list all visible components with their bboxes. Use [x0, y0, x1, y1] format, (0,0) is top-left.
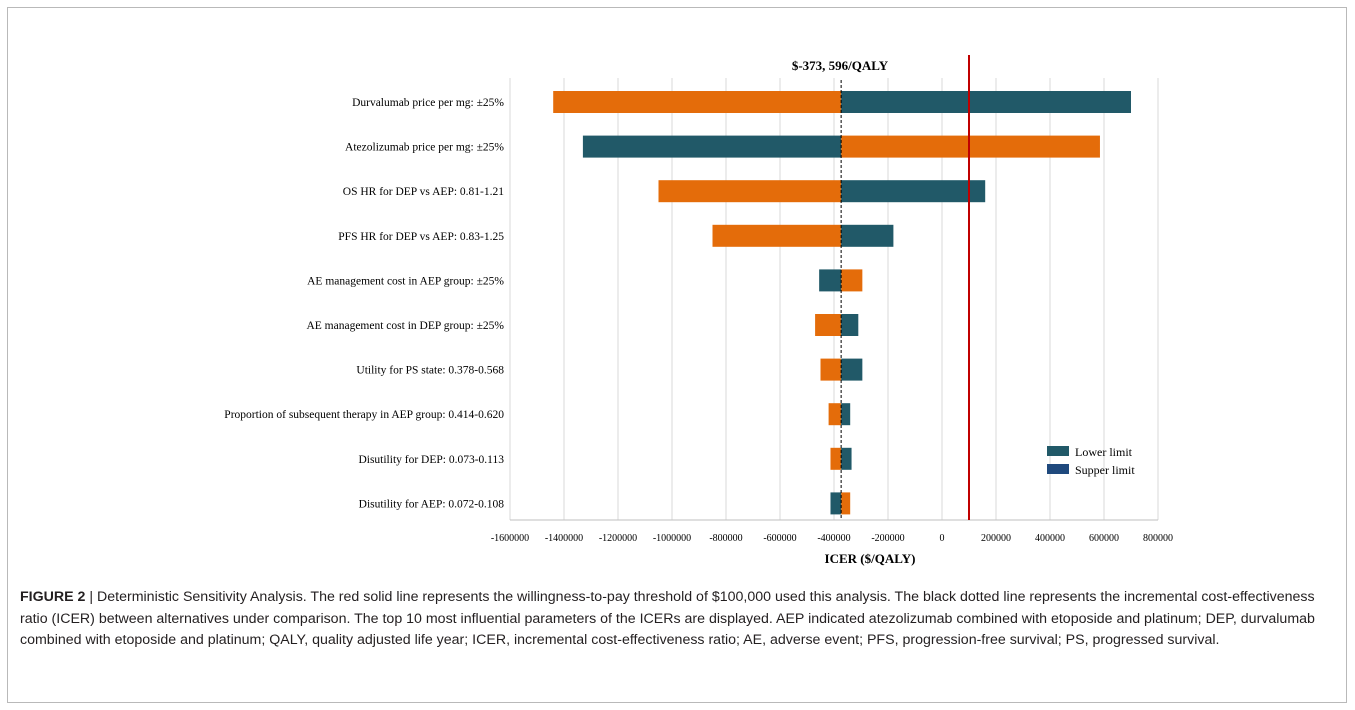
- bar-upper: [841, 269, 863, 292]
- parameter-label: AE management cost in AEP group: ±25%: [307, 275, 504, 287]
- caption-text: Deterministic Sensitivity Analysis. The …: [20, 589, 1315, 648]
- legend-label: Supper limit: [1075, 463, 1135, 477]
- parameter-label: OS HR for DEP vs AEP: 0.81-1.21: [343, 186, 504, 198]
- legend-label: Lower limit: [1075, 445, 1133, 459]
- bar-lower: [841, 180, 986, 203]
- parameter-label: Disutility for DEP: 0.073-0.113: [358, 454, 504, 466]
- x-axis: -1600000 -1400000 -1200000 -1000000 -800000 -…: [491, 519, 1173, 544]
- bar-lower: [819, 269, 842, 292]
- x-tick-label: 200000: [981, 533, 1011, 544]
- bar-upper: [830, 447, 842, 470]
- caption-separator: |: [85, 589, 98, 605]
- bar-lower: [841, 224, 894, 247]
- bar-upper: [658, 180, 842, 203]
- bar-upper: [841, 492, 851, 515]
- bar-upper: [712, 224, 842, 247]
- figure-caption: FIGURE 2 | Deterministic Sensitivity Ana…: [20, 587, 1338, 652]
- bar-lower: [582, 135, 842, 158]
- parameter-label: PFS HR for DEP vs AEP: 0.83-1.25: [338, 231, 504, 243]
- bar-lower: [841, 91, 1131, 113]
- bar-lower: [841, 314, 859, 336]
- bar-lower: [830, 492, 842, 515]
- parameter-label: Proportion of subsequent therapy in AEP …: [224, 409, 504, 421]
- chart-title: $-373, 596/QALY: [792, 58, 889, 73]
- x-tick-label: -1400000: [545, 533, 583, 544]
- caption-label: FIGURE 2: [20, 589, 86, 605]
- bar-upper: [820, 358, 842, 381]
- bar-upper: [815, 314, 842, 336]
- x-tick-label: -1600000: [491, 533, 529, 544]
- tornado-chart: Durvalumab price per mg: ±25% Atezolizuma…: [224, 55, 1173, 566]
- bar-lower: [841, 358, 863, 381]
- bar-upper: [553, 91, 842, 113]
- x-tick-label: 400000: [1035, 533, 1065, 544]
- parameter-label: Utility for PS state: 0.378-0.568: [356, 365, 504, 377]
- x-tick-label: -600000: [763, 533, 796, 544]
- parameter-label: Atezolizumab price per mg: ±25%: [345, 142, 504, 154]
- x-tick-label: -400000: [817, 533, 850, 544]
- parameter-label: Disutility for AEP: 0.072-0.108: [359, 498, 505, 510]
- x-axis-label: ICER ($/QALY): [825, 551, 916, 566]
- x-tick-label: -800000: [709, 533, 742, 544]
- parameter-label: AE management cost in DEP group: ±25%: [306, 320, 504, 332]
- figure-frame: [7, 7, 1347, 703]
- legend-swatch: [1047, 446, 1069, 456]
- x-tick-label: -1200000: [599, 533, 637, 544]
- x-tick-label: 800000: [1143, 533, 1173, 544]
- x-tick-label: -1000000: [653, 533, 691, 544]
- x-tick-label: -200000: [871, 533, 904, 544]
- bars: [553, 91, 1131, 515]
- parameter-labels: Durvalumab price per mg: ±25% Atezolizuma…: [224, 97, 504, 510]
- bar-lower: [841, 447, 852, 470]
- legend-swatch: [1047, 464, 1069, 474]
- bar-upper: [841, 135, 1100, 158]
- x-tick-label: 600000: [1089, 533, 1119, 544]
- reference-lines: [840, 55, 970, 520]
- legend: Lower limit Supper limit: [1047, 445, 1135, 477]
- bar-upper: [828, 403, 842, 426]
- bar-lower: [841, 403, 851, 426]
- parameter-label: Durvalumab price per mg: ±25%: [352, 97, 504, 109]
- x-tick-label: 0: [940, 533, 945, 544]
